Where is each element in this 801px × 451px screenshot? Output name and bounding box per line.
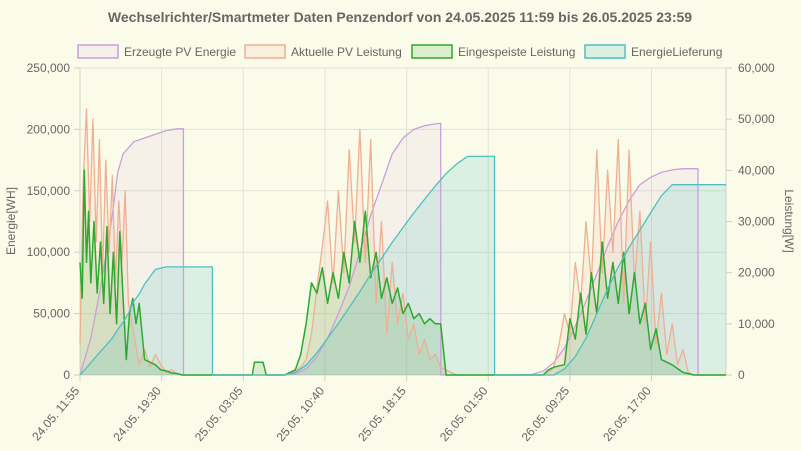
y-right-tick-label: 10,000 xyxy=(738,317,775,331)
legend-swatch xyxy=(244,44,286,59)
x-tick-label: 26.05. 17:00 xyxy=(600,384,654,444)
y-left-tick-label: 250,000 xyxy=(27,61,71,75)
series-line-0 xyxy=(79,122,726,376)
x-axis-ticks: 24.05. 11:55 24.05. 19:30 25.05. 03:05 25.0… xyxy=(29,384,654,444)
x-tick-label: 26.05. 01:50 xyxy=(437,384,491,444)
series-area-0 xyxy=(80,123,726,375)
series-line-3 xyxy=(79,155,726,376)
y-right-tick-label: 20,000 xyxy=(738,266,775,280)
legend-item-2[interactable]: Eingespeiste Leistung xyxy=(411,44,575,59)
legend-item-0[interactable]: Erzeugte PV Energie xyxy=(77,44,236,59)
y-right-tick-label: 40,000 xyxy=(738,163,775,177)
y-right-tick-label: 50,000 xyxy=(738,112,775,126)
legend-swatch xyxy=(584,44,626,59)
y-right-tick-label: 0 xyxy=(738,368,745,382)
series-area-2 xyxy=(80,170,726,375)
y-axis-right-ticks: 0 10,000 20,000 30,000 40,000 50,000 60,000 xyxy=(738,61,775,382)
legend-swatch xyxy=(77,44,119,59)
y-left-tick-label: 200,000 xyxy=(27,122,71,136)
series-area-3 xyxy=(80,156,726,375)
y-axis-right-label: Leistung[W] xyxy=(782,189,796,252)
legend[interactable]: Erzeugte PV Energie Aktuelle PV Leistung E… xyxy=(77,44,722,59)
x-tick-label: 25.05. 18:15 xyxy=(355,384,409,444)
chart-title: Wechselrichter/Smartmeter Daten Penzendo… xyxy=(108,9,692,25)
x-tick-label: 25.05. 10:40 xyxy=(274,384,328,444)
y-axis-left-label: Energie[WH] xyxy=(4,187,18,255)
x-tick-label: 26.05. 09:25 xyxy=(519,384,573,444)
x-tick-label: 24.05. 19:30 xyxy=(110,384,164,444)
gridlines xyxy=(74,67,732,381)
legend-item-3[interactable]: EnergieLieferung xyxy=(584,44,722,59)
legend-label: Erzeugte PV Energie xyxy=(124,45,236,59)
y-left-tick-label: 50,000 xyxy=(33,307,70,321)
y-left-tick-label: 150,000 xyxy=(27,184,71,198)
y-axis-left-ticks: 0 50,000 100,000 150,000 200,000 250,000 xyxy=(27,61,71,382)
y-left-tick-label: 100,000 xyxy=(27,245,71,259)
y-right-tick-label: 60,000 xyxy=(738,61,775,75)
series-line-2 xyxy=(79,169,726,376)
legend-swatch xyxy=(411,44,453,59)
x-tick-label: 24.05. 11:55 xyxy=(29,384,82,444)
x-tick-label: 25.05. 03:05 xyxy=(192,384,246,444)
series-area-1 xyxy=(80,108,726,376)
y-right-tick-label: 30,000 xyxy=(738,215,775,229)
series-areas xyxy=(80,108,726,376)
series-lines xyxy=(79,108,726,376)
legend-label: Eingespeiste Leistung xyxy=(458,45,575,59)
legend-item-1[interactable]: Aktuelle PV Leistung xyxy=(244,44,402,59)
legend-label: EnergieLieferung xyxy=(631,45,722,59)
y-left-tick-label: 0 xyxy=(63,368,70,382)
legend-label: Aktuelle PV Leistung xyxy=(291,45,402,59)
